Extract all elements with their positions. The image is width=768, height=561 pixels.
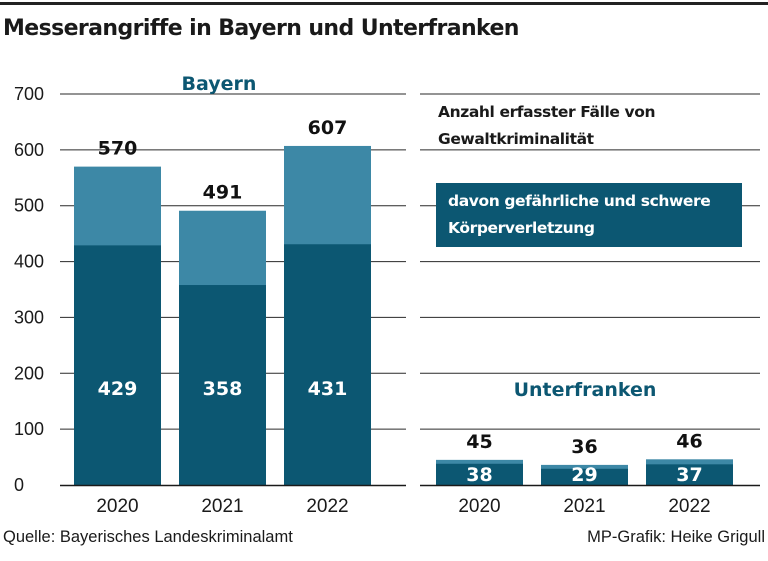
x-tick-label: 2021 (201, 496, 243, 517)
x-tick-label: 2020 (458, 496, 500, 517)
legend-subset-label: davon gefährliche und schwere Körperverl… (448, 192, 711, 237)
subset-value-label: 38 (466, 464, 492, 486)
legend-subset-box: davon gefährliche und schwere Körperverl… (436, 183, 742, 247)
group-title: Bayern (182, 73, 257, 95)
total-value-label: 46 (676, 430, 702, 452)
subset-value-label: 37 (676, 464, 702, 486)
y-tick-label: 500 (14, 196, 44, 216)
total-value-label: 45 (466, 431, 492, 453)
subset-value-label: 431 (308, 378, 348, 400)
x-tick-label: 2022 (668, 496, 710, 517)
y-tick-label: 700 (14, 84, 44, 104)
y-tick-label: 400 (14, 252, 44, 272)
y-tick-label: 300 (14, 307, 44, 327)
source-note: Quelle: Bayerisches Landeskriminalamt (3, 528, 293, 546)
total-value-label: 491 (203, 182, 243, 204)
bar-subset (179, 285, 266, 485)
chart-title: Messerangriffe in Bayern und Unterfranke… (3, 16, 519, 41)
top-rule (0, 2, 768, 5)
credit-note: MP-Grafik: Heike Grigull (587, 528, 765, 546)
bar-subset (646, 464, 733, 485)
subset-value-label: 358 (203, 378, 243, 400)
total-value-label: 570 (98, 138, 138, 160)
bar-subset (74, 245, 161, 485)
legend-total-label: Anzahl erfasster Fälle von Gewaltkrimina… (438, 103, 656, 148)
y-tick-label: 100 (14, 419, 44, 439)
subset-value-label: 429 (98, 378, 138, 400)
group-title: Unterfranken (514, 379, 657, 401)
total-value-label: 36 (571, 436, 597, 458)
bar-subset (436, 463, 523, 485)
bar-subset (284, 244, 371, 485)
x-tick-label: 2021 (563, 496, 605, 517)
total-value-label: 607 (308, 117, 348, 139)
y-tick-label: 600 (14, 140, 44, 160)
x-tick-label: 2020 (96, 496, 138, 517)
subset-value-label: 29 (571, 464, 597, 486)
y-tick-label: 200 (14, 363, 44, 383)
bar-subset (541, 468, 628, 485)
y-tick-label: 0 (14, 475, 24, 495)
x-tick-label: 2022 (306, 496, 348, 517)
